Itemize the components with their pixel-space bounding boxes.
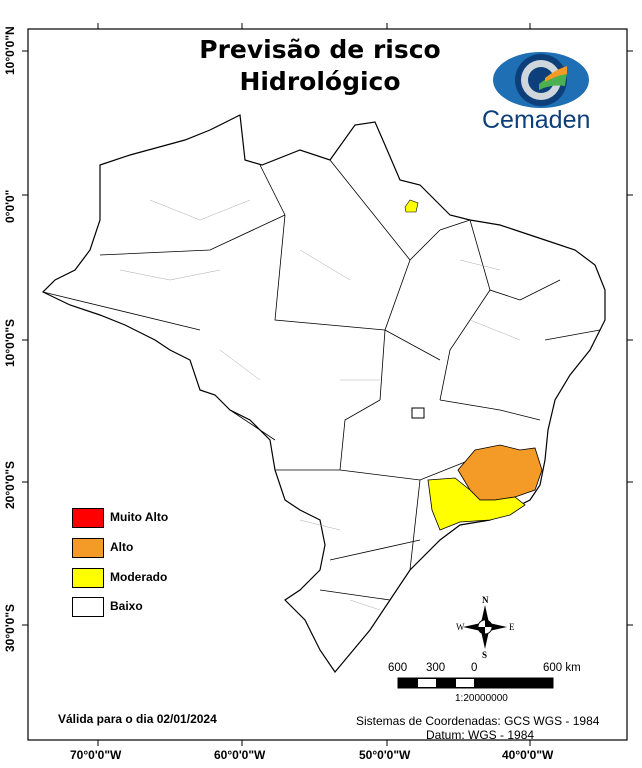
scale-ratio: 1:20000000 [455, 693, 508, 704]
map-frame [27, 28, 628, 741]
legend-label-moderado: Moderado [110, 570, 168, 584]
basin-borders [119, 199, 521, 611]
lat-label-10n: 10°0'0"N [3, 26, 17, 75]
legend-label-muito-alto: Muito Alto [110, 510, 169, 524]
lon-label-60w: 60°0'0"W [214, 748, 266, 762]
lon-label-70w: 70°0'0"W [70, 748, 122, 762]
lon-label-40w: 40°0'0"W [502, 748, 554, 762]
cemaden-logo-icon [493, 52, 589, 108]
logo-text: Cemaden [482, 106, 591, 134]
scale-tick-600-right: 600 km [543, 662, 581, 674]
legend-swatch-baixo [72, 597, 104, 617]
risk-area-moderado-north [404, 199, 419, 213]
title-line-1: Previsão de risco [199, 35, 441, 64]
graticule-ticks [22, 23, 633, 746]
lon-label-50w: 50°0'0"W [359, 748, 411, 762]
compass-n: N [482, 595, 489, 605]
legend-label-baixo: Baixo [110, 599, 143, 613]
coordinate-system: Sistemas de Coordenadas: GCS WGS - 1984 [356, 714, 600, 728]
scale-tick-300: 300 [426, 662, 446, 674]
legend-label-alto: Alto [110, 540, 134, 554]
scale-tick-0: 0 [471, 662, 478, 674]
compass-s: S [482, 650, 488, 660]
compass-rose-icon [463, 605, 507, 649]
legend-swatch-alto [72, 538, 104, 558]
federal-district [411, 407, 425, 419]
lat-label-10s: 10°0'0"S [3, 318, 17, 367]
validity-date: Válida para o dia 02/01/2024 [58, 712, 217, 726]
risk-area-moderado [427, 477, 526, 531]
title-line-2: Hidrológico [239, 67, 401, 96]
map-title: Previsão de risco Hidrológico [120, 34, 520, 98]
brazil-outline [41, 114, 606, 673]
datum: Datum: WGS - 1984 [426, 728, 535, 742]
lat-label-20s: 20°0'0"S [3, 460, 17, 509]
state-borders [42, 159, 601, 601]
legend-swatch-moderado [72, 568, 104, 588]
scale-tick-600-left: 600 [388, 662, 408, 674]
lat-label-0: 0°0'0" [3, 189, 17, 223]
lat-label-30s: 30°0'0"S [3, 603, 17, 652]
compass-w: W [456, 622, 465, 632]
scale-bar [397, 677, 554, 689]
compass-e: E [509, 622, 515, 632]
legend-swatch-muito-alto [72, 508, 104, 528]
